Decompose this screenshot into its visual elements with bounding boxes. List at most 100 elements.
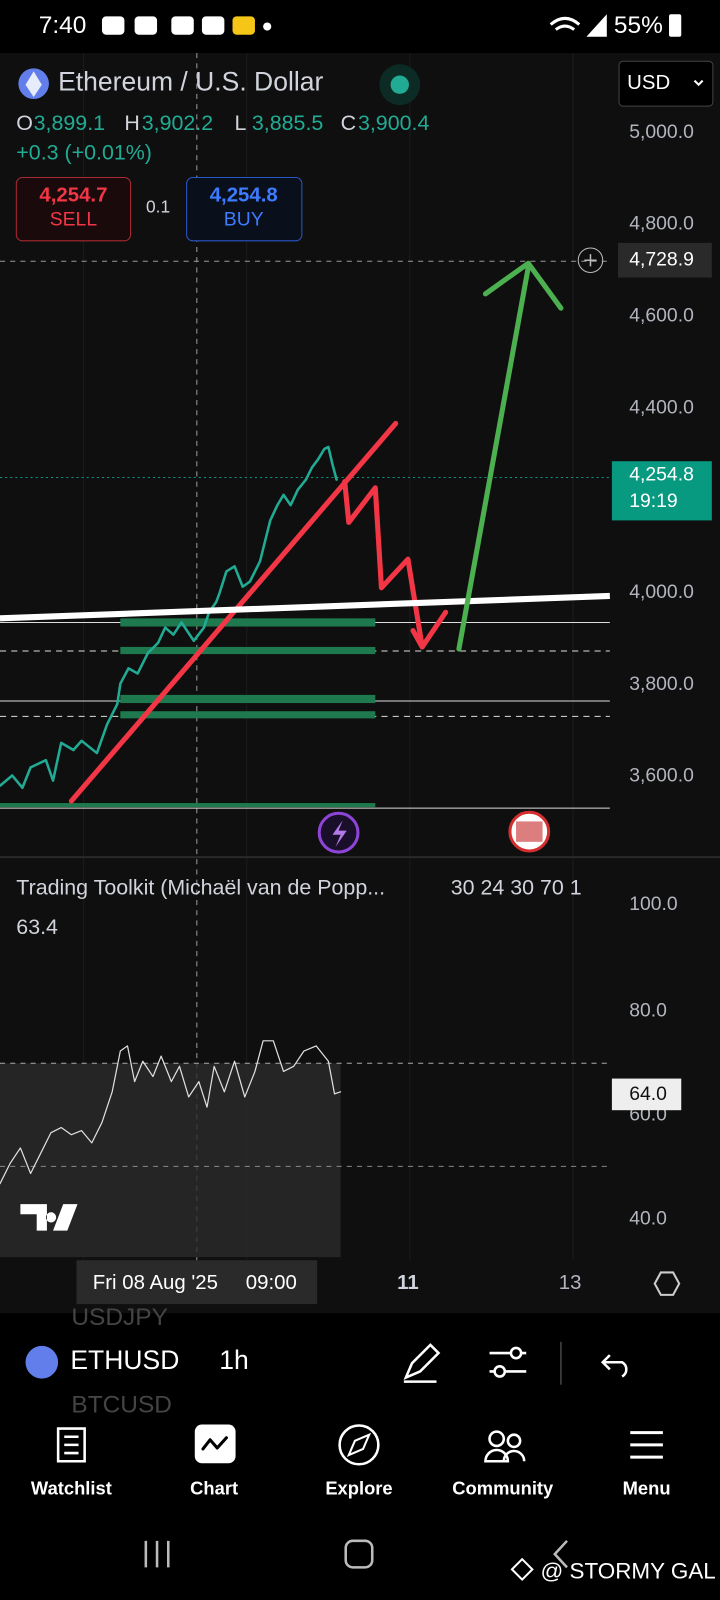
nav-label: Explore — [325, 1478, 392, 1499]
indicator-axis-label: 100.0 — [629, 893, 678, 915]
ohlc-label: H — [124, 111, 139, 135]
price-axis-label: 4,800.0 — [629, 213, 694, 235]
buy-label: BUY — [224, 209, 264, 231]
time-axis-label: 13 — [559, 1272, 582, 1294]
ghost-symbol: BTCUSD — [71, 1392, 172, 1419]
last-price-box — [611, 461, 712, 521]
watermark: @ STORMY GAL — [541, 1558, 716, 1583]
chart-icon-line — [201, 1436, 228, 1451]
ohlc-value: 3,899.1 — [34, 111, 105, 135]
sell-price: 4,254.7 — [39, 184, 107, 206]
ohlc-label: C — [341, 111, 356, 135]
indicators-knob — [509, 1346, 523, 1360]
ohlc-value: 3,902.2 — [142, 111, 213, 135]
price-axis-label: 4,400.0 — [629, 396, 694, 418]
crosshair-date-box — [76, 1260, 318, 1305]
status-icon — [232, 16, 255, 35]
sell-label: SELL — [50, 209, 98, 231]
status-icon — [201, 16, 225, 35]
nav-bg — [0, 1413, 720, 1600]
zone — [120, 646, 376, 655]
zone — [120, 711, 376, 719]
crosshair-price-box — [618, 242, 712, 278]
status-icon — [134, 16, 158, 35]
price-axis-label: 4,000.0 — [629, 581, 694, 603]
price-path — [0, 445, 338, 790]
watchlist-icon — [56, 1427, 86, 1463]
currency-button[interactable] — [618, 60, 714, 107]
indicator-current: 64.0 — [629, 1083, 667, 1105]
toolbar-interval[interactable]: 1h — [219, 1345, 248, 1375]
indicator-params: 30 24 30 70 1 — [451, 875, 582, 899]
price-axis-label: 5,000.0 — [629, 121, 694, 143]
system-home[interactable] — [344, 1539, 374, 1569]
ohlc-value: 3,900.4 — [358, 111, 429, 135]
crosshair-time: 09:00 — [246, 1272, 297, 1294]
projection-down — [342, 479, 425, 650]
buy-button[interactable] — [186, 177, 303, 242]
bar-countdown: 19:19 — [629, 490, 677, 512]
chart-settings-button[interactable] — [653, 1271, 681, 1296]
indicator-current-box — [611, 1078, 682, 1111]
explore-needle — [346, 1432, 372, 1458]
projection-up-head — [482, 260, 564, 311]
indicator-band — [0, 1063, 341, 1258]
indicator-value: 63.4 — [16, 915, 58, 939]
eth-glyph — [25, 71, 42, 97]
explore-icon — [338, 1424, 380, 1466]
nav-label: Menu — [623, 1478, 671, 1499]
currency-label: USD — [627, 72, 670, 94]
battery-icon — [669, 14, 682, 37]
toolbar-symbol[interactable]: ETHUSD — [70, 1345, 179, 1375]
draw-tool-button[interactable] — [403, 1343, 441, 1383]
status-dot — [263, 22, 272, 31]
sell-button[interactable] — [15, 177, 132, 242]
nav-label: Watchlist — [31, 1478, 112, 1499]
price-axis-label: 3,600.0 — [629, 765, 694, 787]
add-alert-plus — [584, 254, 597, 267]
ohlc-value: 3,885.5 — [252, 111, 323, 135]
market-status-dot — [390, 75, 409, 94]
ohlc-label: L — [235, 111, 247, 135]
zone — [120, 694, 376, 704]
battery-level: 55% — [614, 12, 663, 39]
menu-icon — [630, 1431, 663, 1459]
signal-icon — [586, 14, 607, 37]
status-icon — [101, 16, 125, 35]
nav-label: Chart — [190, 1478, 238, 1499]
price-axis-label: 3,800.0 — [629, 673, 694, 695]
system-recents[interactable] — [144, 1540, 170, 1568]
toolbar-bg — [0, 1313, 720, 1414]
community-icon — [484, 1448, 526, 1463]
order-quantity: 0.1 — [146, 197, 170, 217]
community-head — [488, 1430, 506, 1448]
last-price: 4,254.8 — [629, 464, 694, 486]
community-head — [506, 1433, 522, 1449]
zone — [120, 618, 376, 627]
price-change: +0.3 (+0.01%) — [16, 141, 152, 165]
currency-caret — [693, 79, 704, 87]
projection-down-head — [410, 609, 449, 650]
buy-price: 4,254.8 — [210, 184, 278, 206]
time-axis-label: 11 — [397, 1272, 419, 1294]
status-time: 7:40 — [39, 12, 87, 39]
symbol-title: Ethereum / U.S. Dollar — [58, 67, 323, 97]
resistance-line — [0, 592, 610, 622]
tradingview-logo — [20, 1204, 78, 1231]
indicator-line — [0, 1040, 342, 1185]
nav-label: Community — [452, 1478, 554, 1499]
undo-button[interactable] — [600, 1354, 628, 1378]
add-alert-button[interactable] — [577, 247, 604, 273]
toolbar-eth-icon — [25, 1345, 59, 1379]
system-back[interactable] — [553, 1539, 568, 1569]
indicators-knob — [493, 1365, 507, 1378]
indicator-axis-label: 80.0 — [629, 999, 667, 1021]
ghost-symbol: USDJPY — [71, 1304, 168, 1331]
indicator-name: Trading Toolkit (Michaël van de Popp... — [16, 875, 385, 899]
event-glyph — [332, 820, 347, 847]
price-axis-label: 4,600.0 — [629, 304, 694, 326]
indicator-axis-label: 40.0 — [629, 1208, 667, 1230]
